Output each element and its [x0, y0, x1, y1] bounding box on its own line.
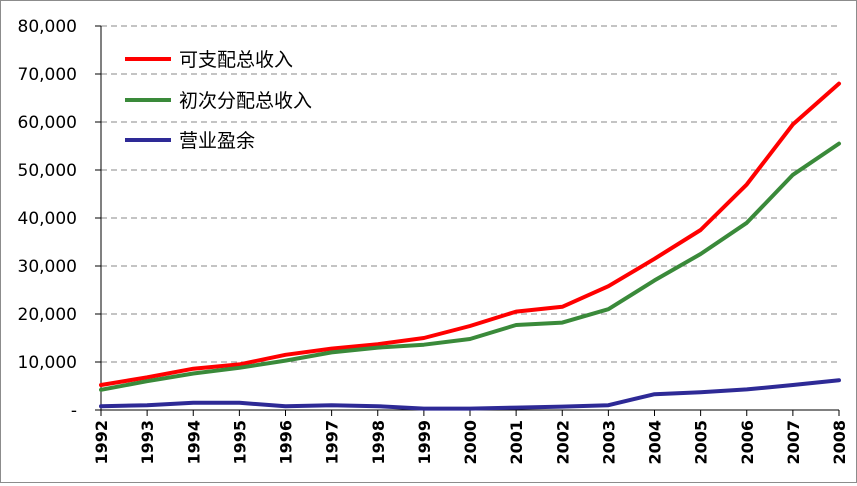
- x-tick-label: 1993: [138, 420, 157, 465]
- x-tick-label: 2005: [692, 420, 711, 465]
- x-tick-label: 2000: [461, 420, 480, 465]
- x-tick-label: 2001: [507, 420, 526, 465]
- x-tick-label: 1998: [369, 420, 388, 465]
- x-tick-label: 2007: [784, 420, 803, 465]
- y-tick-label: 60,000: [18, 113, 77, 133]
- x-tick-label: 2006: [738, 420, 757, 465]
- x-tick-label: 1999: [415, 420, 434, 465]
- series-line-1: [101, 144, 839, 390]
- x-tick-label: 1992: [92, 420, 111, 465]
- legend-label: 初次分配总收入: [179, 90, 312, 112]
- x-tick-label: 2003: [599, 420, 618, 465]
- x-tick-label: 2002: [553, 420, 572, 465]
- gridlines: [101, 26, 839, 362]
- x-tick-label: 1994: [184, 420, 203, 465]
- y-tick-label: 20,000: [18, 305, 77, 325]
- axes: [95, 26, 839, 416]
- y-tick-label: 40,000: [18, 209, 77, 229]
- y-tick-label: -: [71, 401, 77, 421]
- y-tick-label: 30,000: [18, 257, 77, 277]
- legend-label: 可支配总收入: [179, 49, 293, 71]
- x-tick-label: 1995: [230, 420, 249, 465]
- x-tick-label: 1997: [323, 420, 342, 465]
- y-tick-label: 10,000: [18, 353, 77, 373]
- y-axis-tick-labels: - 10,000 20,000 30,000 40,000 50,000 60,000 70,…: [18, 17, 77, 421]
- x-axis-tick-labels: 1992 1993 1994 1995 1996 1997 1998 1999 2000 2001…: [92, 420, 849, 465]
- series-line-2: [101, 380, 839, 408]
- x-tick-label: 2004: [646, 420, 665, 465]
- y-tick-label: 80,000: [18, 17, 77, 37]
- y-tick-label: 50,000: [18, 161, 77, 181]
- y-tick-label: 70,000: [18, 65, 77, 85]
- x-tick-label: 2008: [830, 420, 849, 465]
- x-tick-label: 1996: [277, 420, 296, 465]
- legend-label: 营业盈余: [179, 130, 255, 152]
